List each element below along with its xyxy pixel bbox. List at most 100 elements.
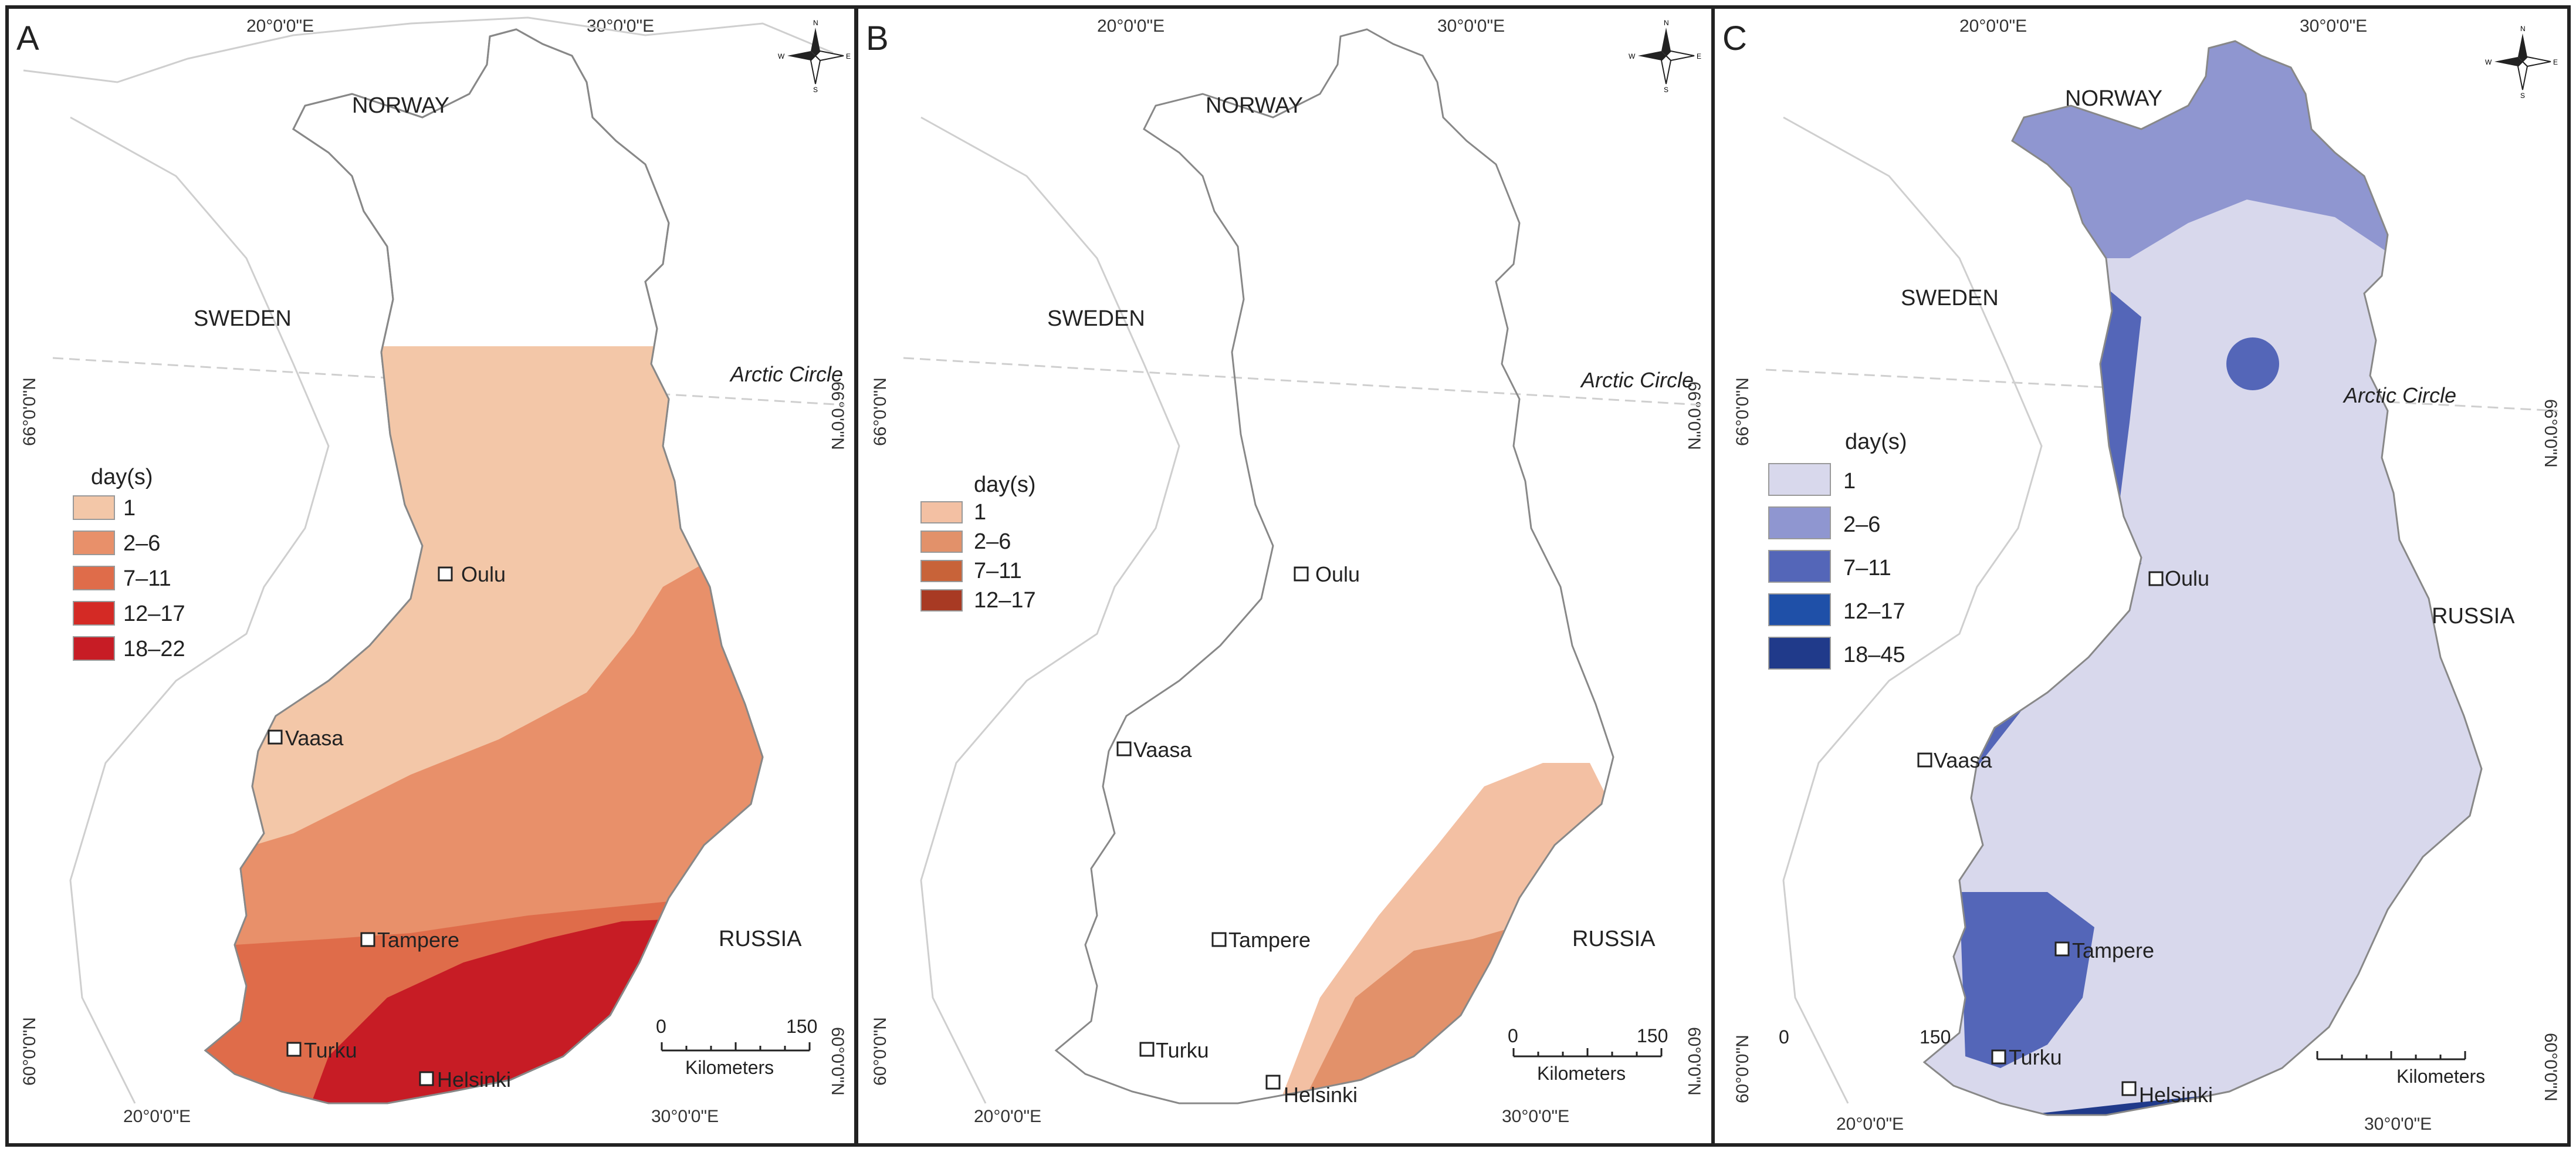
city-label-tampere: Tampere xyxy=(1228,928,1311,952)
compass-e: E xyxy=(2553,58,2558,66)
legend-swatch xyxy=(73,636,115,661)
compass-e: E xyxy=(846,52,851,60)
city-label-turku: Turku xyxy=(2009,1045,2062,1069)
legend-label: 7–11 xyxy=(974,559,1022,583)
city-marker xyxy=(1139,1042,1155,1057)
panel-a: A 20°0'0"E 30°0'0"E 20°0'0"E 30°0'0"E 66… xyxy=(5,5,858,1147)
city-label-tampere: Tampere xyxy=(377,928,459,952)
city-label-helsinki: Helsinki xyxy=(437,1067,511,1092)
legend-swatch xyxy=(73,566,115,590)
city-marker xyxy=(286,1042,302,1057)
compass-w: W xyxy=(1629,52,1636,60)
lon-lat-labels: 20°0'0"E 30°0'0"E 20°0'0"E 30°0'0"E 66°0… xyxy=(1733,16,2560,1134)
legend: day(s) 1 2–6 7–11 12–17 18–22 xyxy=(73,465,185,661)
north-arrow-icon: N S E W xyxy=(778,19,851,94)
sweden-outline xyxy=(69,116,330,1104)
north-arrow-icon: N S E W xyxy=(1629,19,1701,94)
legend-swatch xyxy=(73,495,115,520)
panel-c: C 20°0'0"E 30°0'0"E 20°0'0"E 30°0'0"E 66… xyxy=(1711,5,2571,1147)
city-label-oulu: Oulu xyxy=(461,562,506,586)
country-label-sweden: SWEDEN xyxy=(194,306,292,331)
north-arrow-icon: N S E W xyxy=(2485,25,2558,100)
scale-bar-unit: Kilometers xyxy=(685,1057,774,1078)
legend-swatch xyxy=(1768,550,1831,583)
scale-bar-zero: 0 xyxy=(1779,1026,1789,1048)
legend-label: 12–17 xyxy=(1843,599,1905,624)
legend-swatch xyxy=(920,560,963,582)
city-label-oulu: Oulu xyxy=(2165,566,2209,590)
legend-label: 18–45 xyxy=(1843,643,1905,667)
scale-bar-zero: 0 xyxy=(656,1016,666,1037)
country-label-norway: NORWAY xyxy=(2065,86,2162,111)
lat-label-left: 66°0'0"N xyxy=(1733,377,1752,446)
panel-letter: B xyxy=(866,19,889,58)
scale-bar-max: 150 xyxy=(1920,1026,1951,1048)
arctic-circle-label: Arctic Circle xyxy=(1580,368,1694,392)
city-marker xyxy=(438,566,453,582)
lat-label-left: 60°0'0"N xyxy=(20,1017,39,1086)
lon-label-bottom: 30°0'0"E xyxy=(2364,1114,2432,1134)
city-label-vaasa: Vaasa xyxy=(1934,748,1992,772)
scale-bar-max: 150 xyxy=(786,1016,817,1037)
lon-label-top: 30°0'0"E xyxy=(1437,16,1505,36)
compass-e: E xyxy=(1697,52,1701,60)
legend-label: 2–6 xyxy=(123,531,160,556)
scale-bar: 0 150 Kilometers xyxy=(1779,1026,2485,1087)
legend-label: 1 xyxy=(974,500,986,525)
city-marker xyxy=(268,729,283,745)
panel-letter: C xyxy=(1722,19,1747,58)
legend: day(s) 1 2–6 7–11 12–17 xyxy=(920,472,1036,613)
sweden-outline xyxy=(1782,116,2043,1104)
arctic-circle-label: Arctic Circle xyxy=(2343,383,2456,407)
compass-s: S xyxy=(1664,86,1668,94)
country-label-sweden: SWEDEN xyxy=(1901,286,1999,310)
lat-label-right: 60°0'0"N xyxy=(1684,1027,1704,1096)
legend-swatch xyxy=(1768,463,1831,496)
legend-swatch xyxy=(920,501,963,523)
finland-border xyxy=(1054,28,1614,1104)
compass-s: S xyxy=(2520,92,2525,100)
city-label-vaasa: Vaasa xyxy=(1133,738,1192,762)
city-marker xyxy=(2148,571,2164,586)
lon-label-top: 30°0'0"E xyxy=(2300,16,2367,36)
city-marker xyxy=(1116,741,1132,756)
scale-bar-unit: Kilometers xyxy=(2396,1066,2485,1087)
city-label-vaasa: Vaasa xyxy=(285,726,344,750)
legend-label: 1 xyxy=(123,496,136,521)
legend-title: day(s) xyxy=(91,465,153,489)
city-marker xyxy=(1991,1049,2006,1065)
country-label-russia: RUSSIA xyxy=(1572,927,1656,951)
compass-w: W xyxy=(2485,58,2492,66)
lon-label-bottom: 20°0'0"E xyxy=(974,1107,1041,1126)
city-marker xyxy=(1917,752,1932,768)
legend-title: day(s) xyxy=(974,472,1036,497)
city-label-oulu: Oulu xyxy=(1315,562,1360,586)
legend-label: 7–11 xyxy=(1843,556,1891,580)
city-marker xyxy=(1265,1075,1281,1090)
lat-label-right: 60°0'0"N xyxy=(2541,1033,2560,1102)
city-label-helsinki: Helsinki xyxy=(2139,1083,2213,1107)
legend-label: 18–22 xyxy=(123,637,185,661)
lon-label-top: 20°0'0"E xyxy=(246,16,314,36)
city-marker xyxy=(419,1071,434,1086)
lon-label-top: 20°0'0"E xyxy=(1959,16,2027,36)
legend-title: day(s) xyxy=(1845,430,1907,454)
lon-label-top: 20°0'0"E xyxy=(1097,16,1165,36)
lon-label-bottom: 20°0'0"E xyxy=(1836,1114,1904,1134)
lon-lat-labels: 20°0'0"E 30°0'0"E 20°0'0"E 30°0'0"E 66°0… xyxy=(20,16,847,1126)
panel-frame xyxy=(855,5,1715,1147)
sweden-outline xyxy=(920,116,1180,1104)
legend: day(s) 1 2–6 7–11 12–17 18–45 xyxy=(1768,430,1907,670)
legend-label: 7–11 xyxy=(123,566,171,591)
city-marker xyxy=(1211,932,1227,947)
city-marker xyxy=(2121,1081,2137,1096)
panel-letter: A xyxy=(16,19,39,58)
country-label-russia: RUSSIA xyxy=(719,927,802,951)
finland-border xyxy=(204,28,764,1104)
lat-label-left: 60°0'0"N xyxy=(1733,1035,1752,1103)
compass-w: W xyxy=(778,52,785,60)
lon-label-bottom: 20°0'0"E xyxy=(123,1107,191,1126)
city-marker xyxy=(1294,566,1309,582)
lon-label-bottom: 30°0'0"E xyxy=(651,1107,719,1126)
legend-label: 2–6 xyxy=(974,529,1011,554)
